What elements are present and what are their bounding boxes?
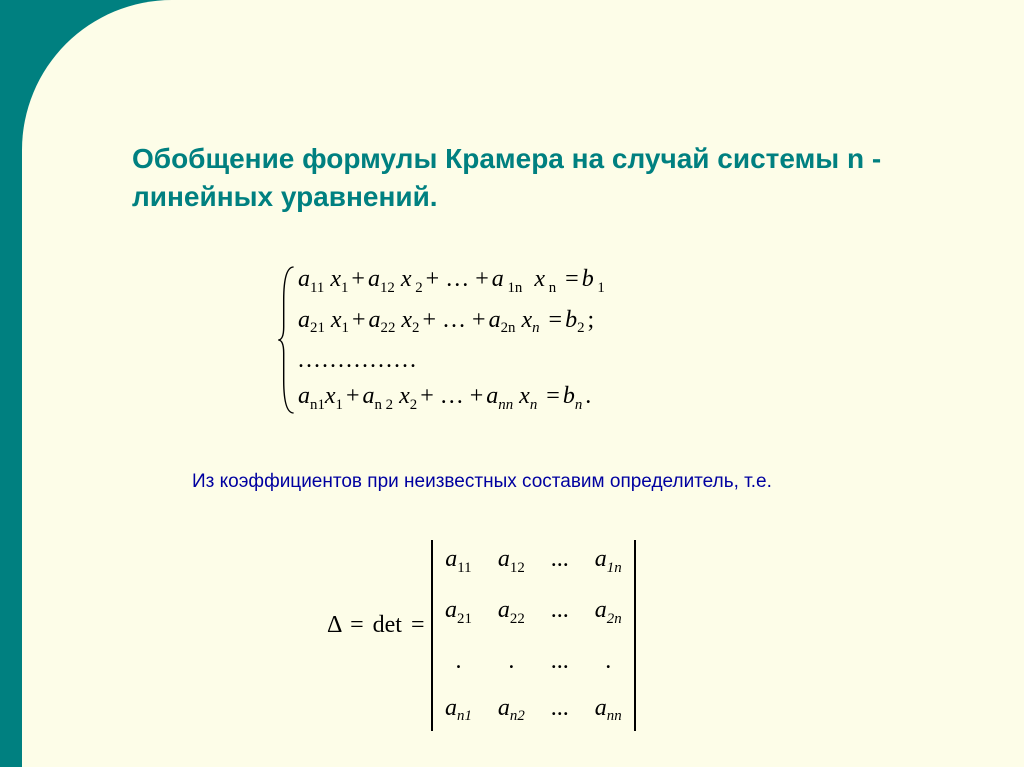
matrix-cell: ann [595,695,622,726]
equation-row-n: an1x1+an 2 x2+…+ann xn =bn. [298,384,611,413]
matrix-cell: a21 [445,597,472,628]
matrix-cell: an1 [445,695,472,726]
slide-title: Обобщение формулы Крамера на случай сист… [132,140,952,216]
matrix-cell: a2n [595,597,622,628]
matrix-cell: ... [551,546,569,577]
matrix-cell: a22 [498,597,525,628]
matrix-cell: . [445,648,472,675]
matrix-grid: a11 a12... a1n a21 a22... a2n...... an1 an2... a… [433,540,634,731]
matrix-cell: . [498,648,525,675]
matrix-cell: . [595,648,622,675]
determinant-lhs: Δ = det = [327,612,428,639]
matrix-cell: ... [551,597,569,628]
matrix-cell: ... [551,695,569,726]
matrix-right-bar-icon [634,540,636,731]
matrix-cell: ... [551,648,569,675]
equation-rows: a11 x1+a12 x 2+…+a 1n x n =b 1 a21 x1+a2… [298,267,611,413]
matrix-cell: an2 [498,695,525,726]
equation-row-dots: ............... [298,348,611,372]
determinant-matrix: a11 a12... a1n a21 a22... a2n...... an1 an2... a… [431,540,636,731]
slide-surface: Обобщение формулы Крамера на случай сист… [22,0,1024,767]
left-brace-icon [276,265,298,415]
matrix-cell: a11 [445,546,472,577]
subtitle-text: Из коэффициентов при неизвестных состави… [192,471,952,493]
matrix-cell: a1n [595,546,622,577]
equation-row-2: a21 x1+a22 x2+…+a2n xn =b2; [298,308,611,337]
matrix-cell: a12 [498,546,525,577]
equation-row-1: a11 x1+a12 x 2+…+a 1n x n =b 1 [298,267,611,296]
